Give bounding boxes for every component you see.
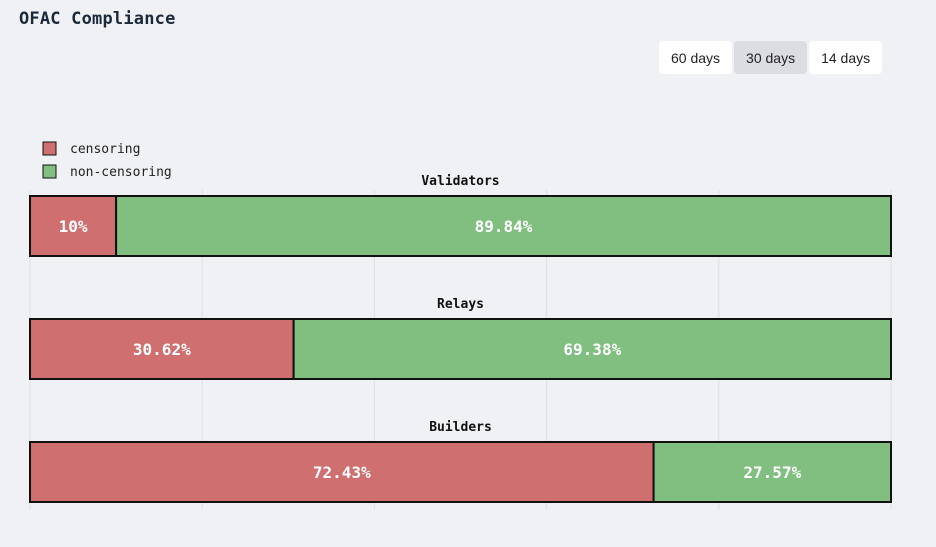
bar-segment-non-censoring-relays[interactable] — [292, 318, 893, 380]
data-label-censoring-validators: 10% — [59, 217, 88, 236]
range-60-days-button[interactable]: 60 days — [659, 41, 733, 74]
range-30-days-button[interactable]: 30 days — [734, 41, 808, 74]
data-label-non-censoring-relays: 69.38% — [563, 340, 621, 359]
data-label-censoring-relays: 30.62% — [133, 340, 191, 359]
range-selector: 60 days 30 days 14 days — [659, 41, 883, 74]
bar-segment-non-censoring-validators[interactable] — [115, 195, 893, 257]
bar-title-builders: Builders — [429, 420, 492, 435]
bar-segment-censoring-validators[interactable] — [29, 195, 118, 257]
data-label-non-censoring-validators: 89.84% — [475, 217, 533, 236]
data-label-non-censoring-builders: 27.57% — [743, 463, 801, 482]
legend-swatch-censoring — [42, 141, 57, 156]
data-label-censoring-builders: 72.43% — [313, 463, 371, 482]
legend-label-censoring: censoring — [70, 142, 140, 157]
bar-title-validators: Validators — [421, 174, 499, 189]
range-14-days-button[interactable]: 14 days — [809, 41, 883, 74]
bar-segment-censoring-relays[interactable] — [29, 318, 295, 380]
legend-label-non-censoring: non-censoring — [70, 165, 172, 180]
legend-swatch-non-censoring — [42, 164, 57, 179]
bar-title-relays: Relays — [437, 297, 484, 312]
bar-segment-censoring-builders[interactable] — [29, 441, 655, 503]
page-title: OFAC Compliance — [19, 9, 176, 29]
bar-segment-non-censoring-builders[interactable] — [652, 441, 893, 503]
